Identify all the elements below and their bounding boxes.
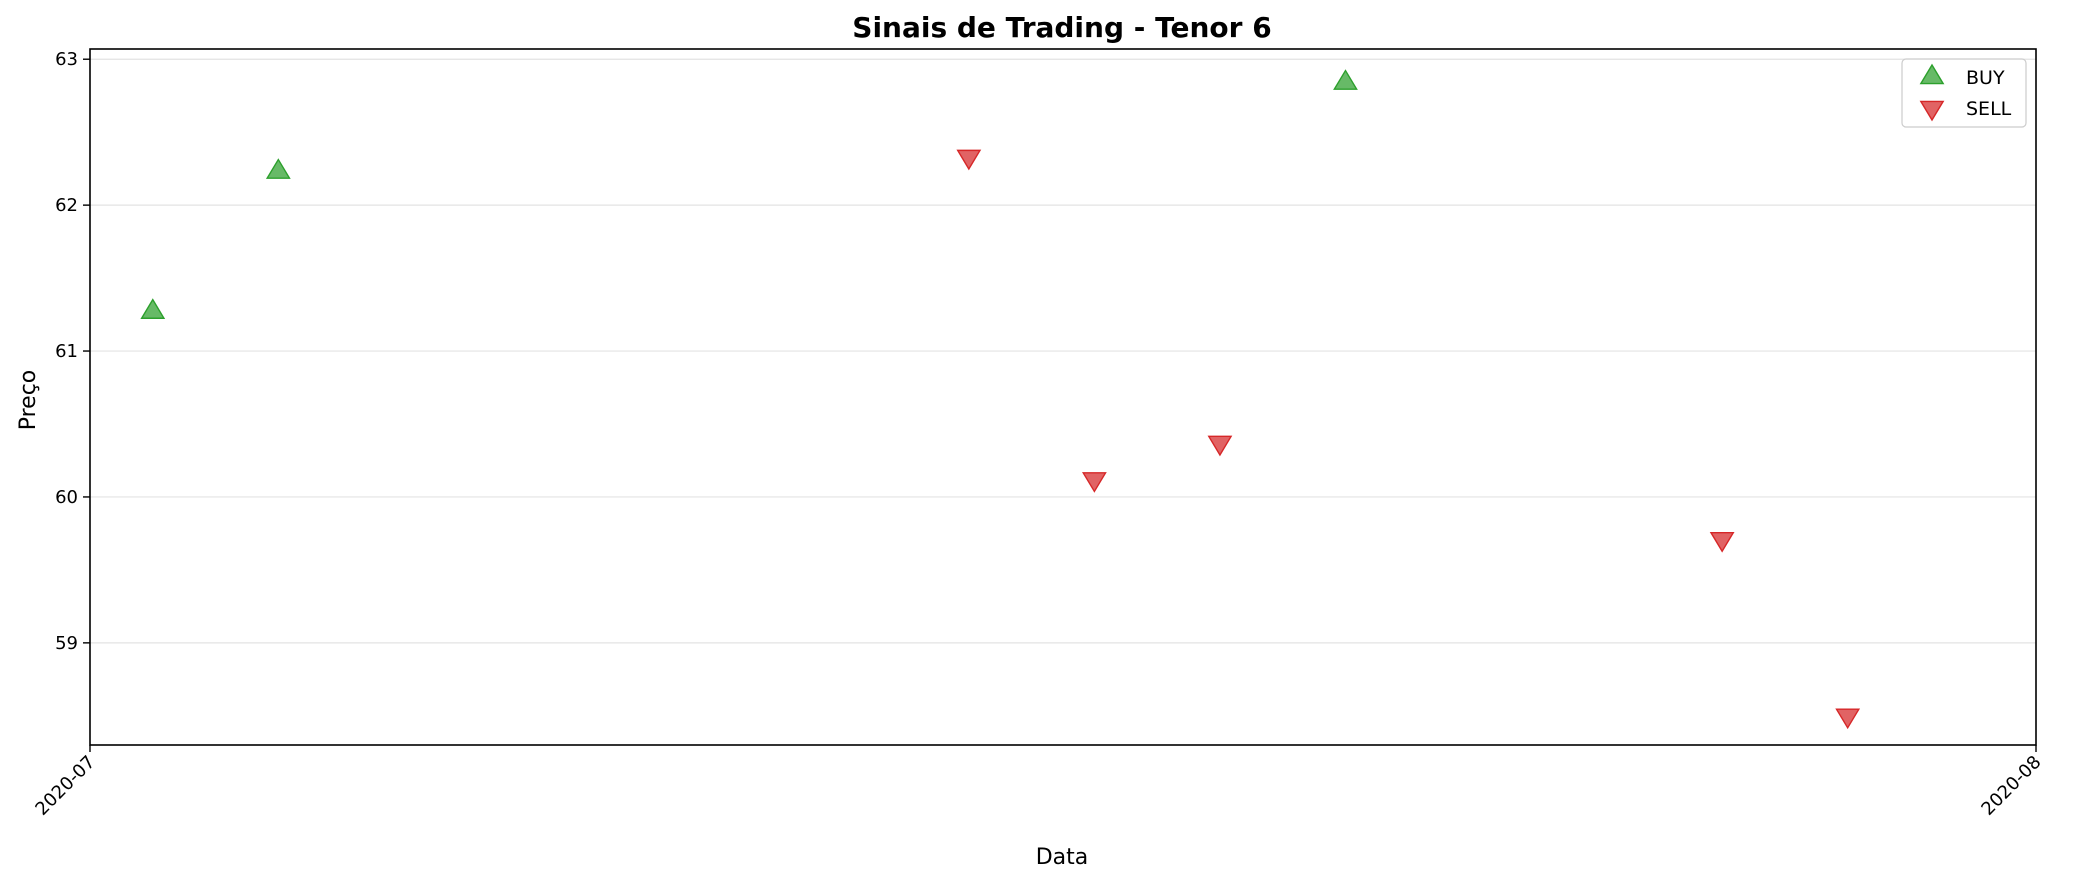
buy-signal-marker: [140, 298, 166, 319]
sell-signal-marker: [1709, 531, 1735, 553]
buy-signal-marker: [265, 158, 291, 179]
data-marks: [140, 69, 1861, 730]
y-tick-label: 62: [55, 195, 78, 216]
legend: BUY SELL: [1901, 58, 2027, 128]
legend-sell-label: SELL: [1966, 98, 2012, 120]
legend-buy-label: BUY: [1966, 67, 2005, 89]
y-axis-label: Preço: [16, 370, 41, 431]
x-axis-label: Data: [1036, 845, 1089, 870]
y-tick-label: 59: [55, 633, 78, 654]
sell-signal-marker: [1081, 472, 1107, 493]
y-tick-label: 61: [55, 341, 78, 362]
plot-frame: [89, 48, 2037, 746]
legend-sell-swatch: [1919, 100, 1945, 122]
buy-signal-marker: [1333, 69, 1358, 90]
sell-signal-marker: [956, 149, 982, 171]
y-tick-label: 63: [55, 49, 78, 70]
sell-signal-marker: [1835, 708, 1861, 730]
sell-signal-marker: [1207, 435, 1233, 457]
grid: [90, 58, 2036, 644]
legend-buy-swatch: [1919, 63, 1945, 85]
chart-title: Sinais de Trading - Tenor 6: [852, 11, 1271, 44]
y-tick-label: 60: [55, 487, 78, 508]
